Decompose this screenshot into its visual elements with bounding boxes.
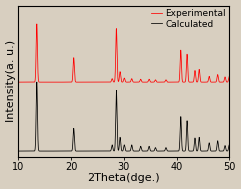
Calculated	[153, 150, 155, 152]
Legend: Experimental, Calculated: Experimental, Calculated	[150, 7, 228, 30]
Line: Calculated: Calculated	[18, 82, 232, 151]
Calculated	[230, 150, 233, 152]
Calculated	[35, 81, 38, 83]
Experimental	[28, 81, 31, 83]
Experimental	[187, 73, 189, 75]
Calculated	[175, 150, 178, 152]
X-axis label: 2Theta(dge.): 2Theta(dge.)	[87, 174, 160, 184]
Experimental	[17, 81, 20, 83]
Calculated	[28, 150, 31, 152]
Calculated	[187, 141, 189, 144]
Calculated	[94, 150, 97, 152]
Calculated	[143, 150, 146, 152]
Experimental	[153, 81, 155, 83]
Line: Experimental: Experimental	[18, 24, 232, 82]
Experimental	[35, 23, 38, 25]
Y-axis label: Intensity(a. u.): Intensity(a. u.)	[6, 40, 16, 122]
Experimental	[94, 81, 97, 83]
Experimental	[143, 81, 146, 83]
Experimental	[230, 81, 233, 83]
Experimental	[175, 81, 178, 83]
Calculated	[17, 150, 20, 152]
